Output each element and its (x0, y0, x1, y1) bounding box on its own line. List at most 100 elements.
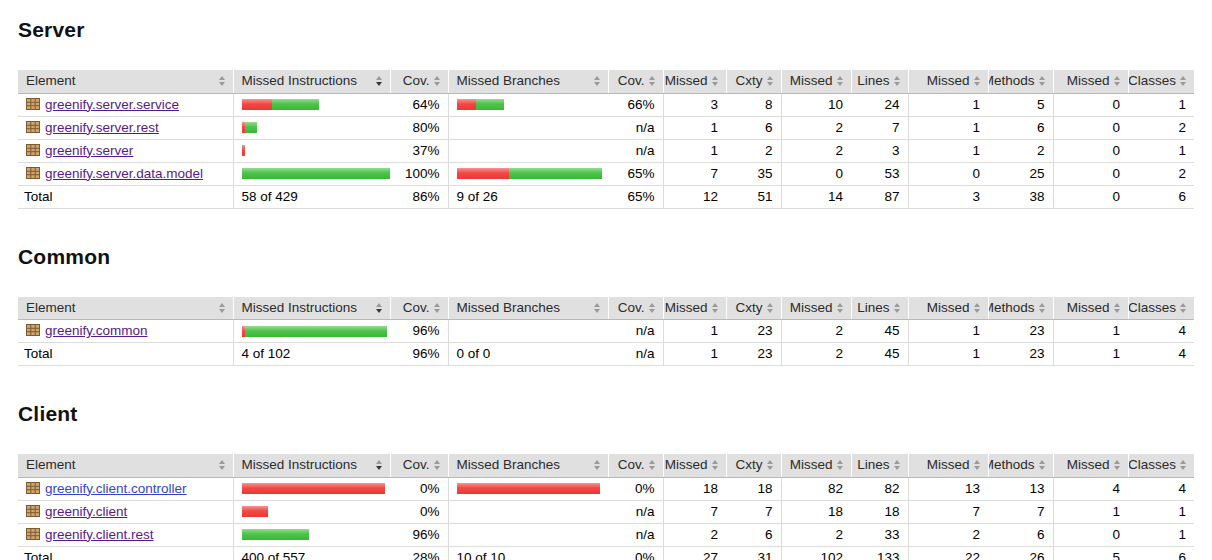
column-header-missed-branches[interactable]: Missed Branches (448, 70, 608, 93)
cell-missed: 1 (663, 139, 726, 162)
sort-arrows-icon (1180, 460, 1186, 470)
column-header-element[interactable]: Element (18, 454, 233, 477)
package-link[interactable]: greenify.client.controller (45, 481, 187, 496)
column-header-missed[interactable]: Missed (1053, 454, 1128, 477)
cell-element: greenify.server.data.model (18, 162, 233, 185)
cell-cxty: 6 (726, 116, 781, 139)
total-row: Total58 of 42986%9 of 2665%1251148733806 (18, 185, 1194, 208)
sort-down-icon (219, 466, 225, 470)
sort-down-icon (376, 82, 382, 86)
package-link[interactable]: greenify.server.rest (45, 120, 159, 135)
column-header-label: Cov. (403, 457, 430, 473)
column-header-missed[interactable]: Missed (663, 297, 726, 320)
column-header-label: Methods (988, 300, 1035, 316)
column-header-label: Missed (927, 457, 970, 473)
sort-arrows-icon (594, 460, 600, 470)
sort-down-icon (594, 309, 600, 313)
column-header-cov[interactable]: Cov. (608, 297, 663, 320)
package-link[interactable]: greenify.client.rest (45, 527, 154, 542)
total-cov: 86% (390, 185, 448, 208)
column-header-cov[interactable]: Cov. (390, 70, 448, 93)
sort-up-icon (712, 303, 718, 307)
missed-bar-segment (457, 483, 600, 494)
column-header-element[interactable]: Element (18, 70, 233, 93)
cell-element: greenify.common (18, 320, 233, 343)
column-header-missed[interactable]: Missed (1053, 70, 1128, 93)
column-header-missed[interactable]: Missed (663, 454, 726, 477)
header-row: ElementMissed InstructionsCov.Missed Bra… (18, 454, 1194, 477)
cell-classes: 1 (1128, 500, 1194, 523)
column-header-cxty[interactable]: Cxty (726, 454, 781, 477)
column-header-classes[interactable]: Classes (1128, 297, 1194, 320)
column-header-cov[interactable]: Cov. (390, 454, 448, 477)
column-header-missed-instructions[interactable]: Missed Instructions (233, 454, 390, 477)
sort-up-icon (376, 76, 382, 80)
column-header-missed-instructions[interactable]: Missed Instructions (233, 297, 390, 320)
column-header-cov[interactable]: Cov. (608, 454, 663, 477)
column-header-lines[interactable]: Lines (851, 454, 908, 477)
cell-missed-instructions (233, 93, 390, 116)
column-header-label: Lines (857, 457, 889, 473)
column-header-methods[interactable]: Methods (988, 70, 1053, 93)
cell-missed-instructions (233, 162, 390, 185)
column-header-lines[interactable]: Lines (851, 297, 908, 320)
column-header-methods[interactable]: Methods (988, 454, 1053, 477)
package-link[interactable]: greenify.server.data.model (45, 166, 203, 181)
package-link[interactable]: greenify.client (45, 504, 127, 519)
sort-up-icon (767, 460, 773, 464)
sort-arrows-icon (649, 303, 655, 313)
covered-bar-segment (245, 326, 387, 337)
column-header-methods[interactable]: Methods (988, 297, 1053, 320)
column-header-missed-instructions[interactable]: Missed Instructions (233, 70, 390, 93)
sort-up-icon (712, 460, 718, 464)
cell-missed: 7 (663, 500, 726, 523)
column-header-missed[interactable]: Missed (1053, 297, 1128, 320)
total-row: Total4 of 10296%0 of 0n/a12324512314 (18, 343, 1194, 366)
column-header-label: Cov. (618, 73, 645, 89)
column-header-missed-branches[interactable]: Missed Branches (448, 454, 608, 477)
column-header-missed[interactable]: Missed (781, 297, 851, 320)
package-link[interactable]: greenify.server (45, 143, 133, 158)
cell-cxty: 35 (726, 162, 781, 185)
sort-up-icon (1180, 76, 1186, 80)
column-header-cov[interactable]: Cov. (390, 297, 448, 320)
column-header-missed[interactable]: Missed (908, 297, 988, 320)
column-header-lines[interactable]: Lines (851, 70, 908, 93)
sort-up-icon (894, 460, 900, 464)
cell-classes: 4 (1128, 477, 1194, 500)
package-link[interactable]: greenify.common (45, 323, 148, 338)
cell-missed: 1 (908, 93, 988, 116)
cell-missed-branches (448, 116, 608, 139)
column-header-missed[interactable]: Missed (781, 70, 851, 93)
total-label: Total (18, 185, 233, 208)
cell-missed: 2 (781, 523, 851, 546)
column-header-missed[interactable]: Missed (908, 70, 988, 93)
column-header-element[interactable]: Element (18, 297, 233, 320)
total-classes: 6 (1128, 546, 1194, 560)
covered-bar-segment (242, 529, 309, 540)
column-header-missed[interactable]: Missed (781, 454, 851, 477)
column-header-classes[interactable]: Classes (1128, 70, 1194, 93)
column-header-missed[interactable]: Missed (663, 70, 726, 93)
sort-up-icon (434, 303, 440, 307)
sort-up-icon (1114, 460, 1120, 464)
cell-cov: 100% (390, 162, 448, 185)
sort-down-icon (974, 466, 980, 470)
sort-down-icon (712, 466, 718, 470)
column-header-cov[interactable]: Cov. (608, 70, 663, 93)
column-header-cxty[interactable]: Cxty (726, 70, 781, 93)
sort-arrows-icon (767, 76, 773, 86)
column-header-missed-branches[interactable]: Missed Branches (448, 297, 608, 320)
column-header-label: Missed (1067, 300, 1110, 316)
total-missed: 1 (663, 343, 726, 366)
sort-down-icon (1180, 309, 1186, 313)
sort-down-icon (434, 466, 440, 470)
column-header-missed[interactable]: Missed (908, 454, 988, 477)
package-link[interactable]: greenify.server.service (45, 97, 179, 112)
column-header-cxty[interactable]: Cxty (726, 297, 781, 320)
column-header-label: Element (26, 457, 76, 473)
sort-down-icon (649, 309, 655, 313)
total-missed: 27 (663, 546, 726, 560)
column-header-classes[interactable]: Classes (1128, 454, 1194, 477)
sort-arrows-icon (767, 460, 773, 470)
